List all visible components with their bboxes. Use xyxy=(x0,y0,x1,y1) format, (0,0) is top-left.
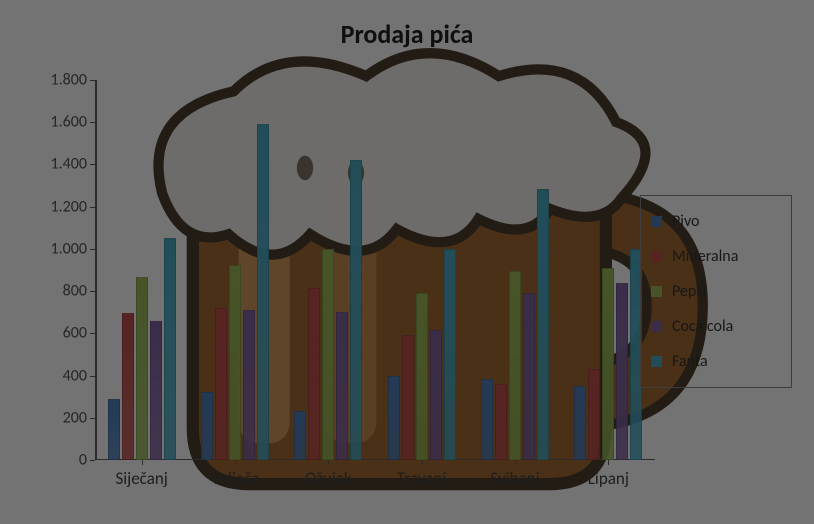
legend-swatch xyxy=(651,321,662,332)
y-tick xyxy=(90,460,95,461)
bar xyxy=(402,335,414,460)
legend-label: Fanta xyxy=(672,352,708,371)
y-tick-label: 200 xyxy=(63,408,87,427)
y-tick-label: 600 xyxy=(63,324,87,343)
y-tick-label: 1.200 xyxy=(51,197,87,216)
y-tick xyxy=(90,80,95,81)
bar xyxy=(201,392,213,460)
y-tick xyxy=(90,164,95,165)
bar xyxy=(336,312,348,460)
y-tick xyxy=(90,333,95,334)
bar xyxy=(215,308,227,460)
y-tick-label: 1.800 xyxy=(51,71,87,90)
bar xyxy=(495,384,507,460)
y-tick-label: 1.600 xyxy=(51,113,87,132)
legend-swatch xyxy=(651,286,662,297)
x-tick xyxy=(515,460,516,465)
legend-swatch xyxy=(651,216,662,227)
bar xyxy=(229,265,241,460)
legend-item: Mineralna xyxy=(651,239,781,274)
x-tick-label: Lipanj xyxy=(588,468,629,489)
bar xyxy=(430,330,442,460)
bar xyxy=(150,321,162,460)
bar xyxy=(257,124,269,460)
x-tick-label: Svibanj xyxy=(490,468,539,489)
bar xyxy=(509,271,521,460)
x-tick-label: Travanj xyxy=(397,468,446,489)
bar xyxy=(574,386,586,460)
bar xyxy=(164,238,176,460)
bar xyxy=(294,411,306,460)
legend-label: Coca cola xyxy=(672,317,733,336)
y-tick-label: 800 xyxy=(63,282,87,301)
bar xyxy=(388,376,400,460)
legend-item: Pivo xyxy=(651,204,781,239)
y-tick xyxy=(90,376,95,377)
bar xyxy=(350,160,362,460)
x-tick xyxy=(142,460,143,465)
bar xyxy=(537,189,549,460)
bar xyxy=(602,268,614,460)
bar xyxy=(416,293,428,460)
y-tick xyxy=(90,418,95,419)
x-axis xyxy=(95,459,655,461)
legend-item: Pepsi xyxy=(651,274,781,309)
y-tick xyxy=(90,122,95,123)
y-tick-label: 400 xyxy=(63,366,87,385)
legend-item: Coca cola xyxy=(651,309,781,344)
legend-label: Pivo xyxy=(672,212,699,231)
bar xyxy=(523,293,535,460)
x-tick-label: Siječanj xyxy=(115,468,167,489)
x-tick-label: Veljača xyxy=(211,468,260,489)
x-tick xyxy=(422,460,423,465)
chart-title: Prodaja pića xyxy=(0,18,814,50)
x-tick xyxy=(328,460,329,465)
y-tick-label: 1.000 xyxy=(51,239,87,258)
legend-item: Fanta xyxy=(651,344,781,379)
bar xyxy=(616,283,628,460)
y-tick xyxy=(90,249,95,250)
x-tick xyxy=(235,460,236,465)
y-axis xyxy=(95,80,97,460)
legend-swatch xyxy=(651,356,662,367)
bar xyxy=(108,399,120,460)
y-tick-label: 1.400 xyxy=(51,155,87,174)
legend-label: Mineralna xyxy=(672,247,738,266)
plot-area: 02004006008001.0001.2001.4001.6001.800Si… xyxy=(95,80,655,460)
y-tick-label: 0 xyxy=(79,451,87,470)
bar xyxy=(481,379,493,460)
y-tick xyxy=(90,207,95,208)
y-tick xyxy=(90,291,95,292)
bar xyxy=(136,277,148,460)
legend: Pivo Mineralna Pepsi Coca cola Fanta xyxy=(640,195,792,388)
x-tick xyxy=(608,460,609,465)
chart-container: Prodaja pića 02004006008001.0001.2001.40… xyxy=(0,0,814,524)
legend-label: Pepsi xyxy=(672,282,706,301)
bar xyxy=(322,249,334,460)
bar xyxy=(308,288,320,460)
bar xyxy=(588,369,600,460)
bar xyxy=(444,249,456,460)
bar xyxy=(122,313,134,460)
legend-swatch xyxy=(651,251,662,262)
x-tick-label: Ožujak xyxy=(305,468,352,489)
bar xyxy=(243,310,255,460)
